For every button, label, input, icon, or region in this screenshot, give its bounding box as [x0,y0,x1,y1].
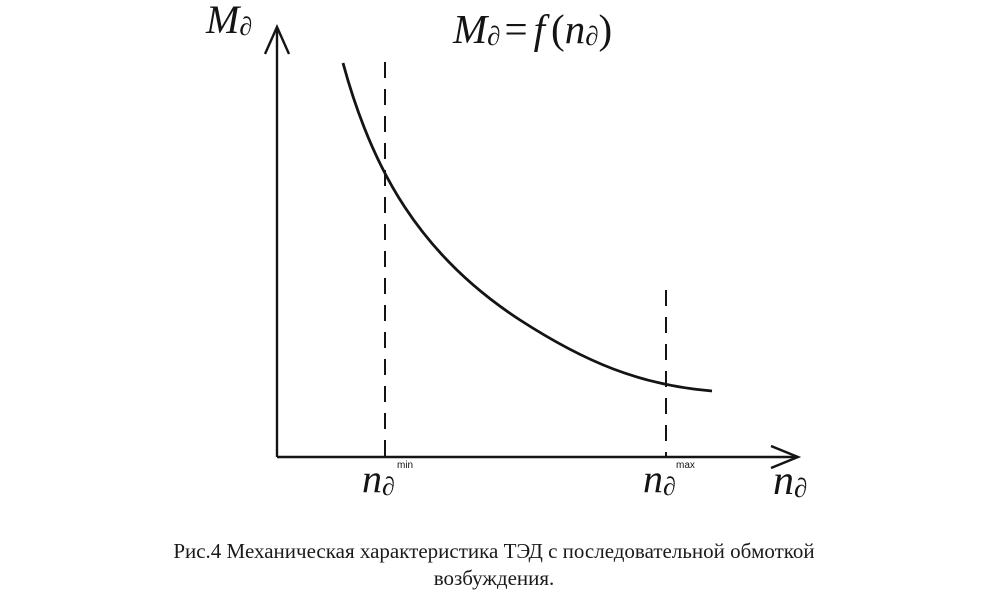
torque-speed-curve [341,62,713,393]
formula-lhs-main: M [452,6,490,52]
y-axis-label-sub: ∂ [239,12,252,41]
n-min-sub: ∂ [382,472,395,501]
formula-func: f [534,6,551,52]
x-axis-label: n∂ [773,458,807,504]
n-min-sup: min [397,460,413,471]
n-max-sup: max [676,460,695,471]
formula: M∂= f (n∂) [452,6,612,52]
formula-arg-main: n [565,6,586,52]
n-max-sub: ∂ [663,472,676,501]
formula-eq: = [505,6,528,52]
x-axis-label-sub: ∂ [794,473,807,503]
formula-close: ) [599,6,613,52]
x-axis-arrowhead [770,444,802,470]
caption-line-1: Рис.4 Механическая характеристика ТЭД с … [173,539,815,563]
caption-line-2: возбуждения. [433,566,555,590]
n-max-main: n [643,456,663,501]
formula-arg-sub: ∂ [585,21,598,51]
n-max-label: n∂ [643,456,676,501]
figure-caption: Рис.4 Механическая характеристика ТЭД с … [40,538,948,592]
n-min-label: n∂ [362,456,395,501]
y-axis-arrowhead [263,24,291,55]
y-axis-label: M∂ [205,0,252,42]
formula-open: ( [551,6,565,52]
y-axis-label-main: M [205,0,242,42]
n-min-main: n [362,456,382,501]
formula-lhs-sub: ∂ [487,21,500,51]
x-axis-label-main: n [773,458,794,504]
